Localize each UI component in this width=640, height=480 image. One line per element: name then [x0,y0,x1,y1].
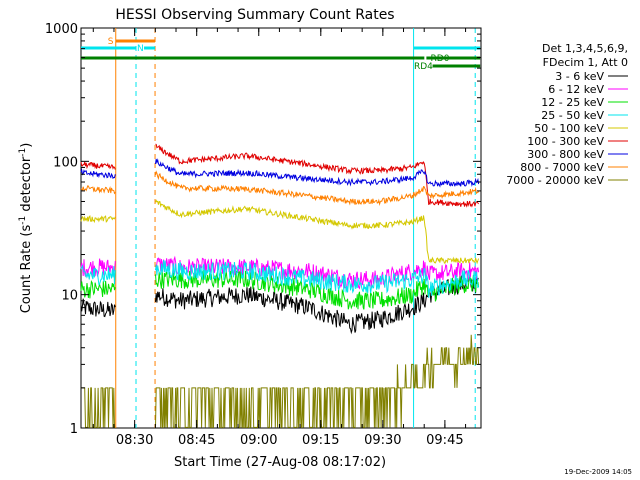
legend-label-4: 50 - 100 keV [534,122,604,135]
series-line-0 [80,275,479,335]
legend-header-line2: FDecim 1, Att 0 [543,56,628,69]
x-tick-label-2: 09:00 [240,433,277,448]
plot-frame [80,27,482,429]
series-line-2 [80,269,480,310]
axis-ticks: 1 10 100 1000 08:30 08:45 09:00 09:15 09:30 09:45 [45,22,481,448]
legend-label-8: 7000 - 20000 keV [506,174,604,187]
flag-label-rd0: RD0 [431,54,450,64]
x-tick-label-0: 08:30 [116,433,153,448]
series-line-3 [80,260,480,299]
x-tick-label-5: 09:45 [426,433,463,448]
legend: Det 1,3,4,5,6,9, FDecim 1, Att 0 3 - 6 k… [506,42,628,187]
x-axis-label: Start Time (27-Aug-08 08:17:02) [174,455,386,470]
y-axis-label: Count Rate (s-1 detector-1) [18,143,34,314]
y-tick-label-2: 100 [53,155,78,170]
y-tick-label-3: 1000 [45,22,78,37]
data-series [80,143,480,428]
series-line-7 [80,170,480,206]
legend-label-1: 6 - 12 keV [548,83,604,96]
y-tick-label-0: 1 [70,422,78,437]
legend-label-2: 12 - 25 keV [541,96,604,109]
legend-label-0: 3 - 6 keV [555,70,604,83]
legend-label-5: 100 - 300 keV [527,135,604,148]
x-tick-label-1: 08:45 [178,433,215,448]
legend-header-line1: Det 1,3,4,5,6,9, [542,42,628,55]
x-tick-label-4: 09:30 [364,433,401,448]
flag-label-rd4: RD4 [414,62,433,72]
legend-label-6: 300 - 800 keV [527,148,604,161]
series-line-4 [80,199,480,265]
footer-date: 19-Dec-2009 14:05 [564,468,632,476]
flag-label-n: N [137,44,144,54]
legend-label-3: 25 - 50 keV [541,109,604,122]
chart-title: HESSI Observing Summary Count Rates [115,7,394,23]
y-tick-label-1: 10 [61,289,78,304]
series-line-6 [80,158,480,188]
x-tick-label-3: 09:15 [302,433,339,448]
legend-label-7: 800 - 7000 keV [520,161,604,174]
flag-label-s: S [108,37,114,47]
series-line-5 [80,143,479,208]
series-line-8 [81,334,480,428]
